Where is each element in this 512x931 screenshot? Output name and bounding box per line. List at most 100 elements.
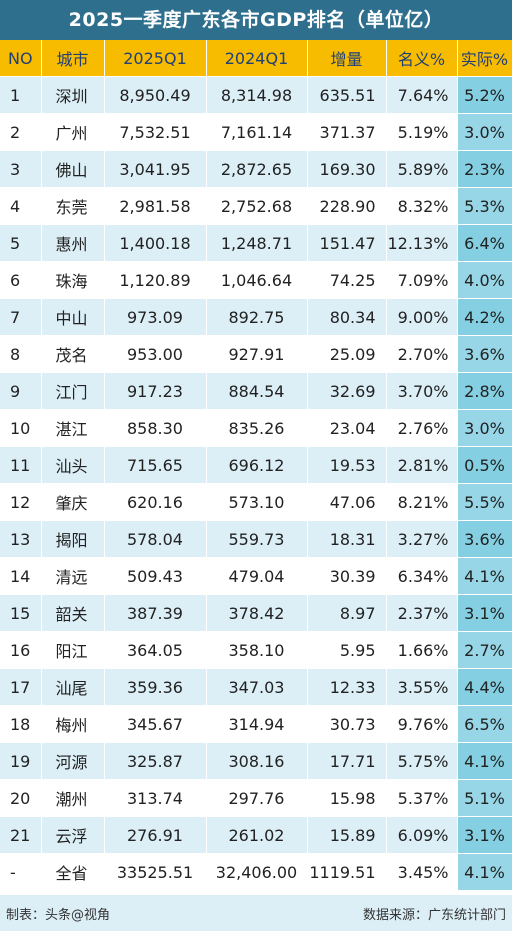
- cell-real-growth: 6.5%: [457, 705, 512, 743]
- table-row: 7 中山 973.09 892.75 80.34 9.00% 4.2%: [0, 298, 512, 336]
- gdp-table: NO 城市 2025Q1 2024Q1 增量 名义% 实际% 1 深圳 8,950.…: [0, 40, 512, 891]
- cell-real-growth: 6.4%: [457, 224, 512, 262]
- header-real-growth: 实际%: [457, 40, 512, 77]
- cell-gdp-2025q1: 917.23: [104, 372, 207, 410]
- cell-city: 阳江: [41, 631, 105, 669]
- cell-gdp-2024q1: 479.04: [206, 557, 308, 595]
- cell-real-growth: 4.2%: [457, 298, 512, 336]
- cell-gdp-2024q1: 32,406.00: [206, 853, 308, 891]
- cell-gdp-2025q1: 578.04: [104, 520, 207, 558]
- cell-real-growth: 5.1%: [457, 779, 512, 817]
- cell-real-growth: 5.3%: [457, 187, 512, 225]
- table-row: 10 湛江 858.30 835.26 23.04 2.76% 3.0%: [0, 409, 512, 447]
- cell-gdp-2024q1: 927.91: [206, 335, 308, 373]
- cell-nominal-growth: 7.64%: [386, 76, 458, 114]
- cell-rank: 5: [0, 224, 42, 262]
- cell-increase: 74.25: [307, 261, 387, 299]
- cell-rank: 18: [0, 705, 42, 743]
- cell-increase: 80.34: [307, 298, 387, 336]
- cell-gdp-2025q1: 620.16: [104, 483, 207, 521]
- cell-city: 汕头: [41, 446, 105, 484]
- header-2024q1: 2024Q1: [206, 40, 308, 77]
- cell-rank: 15: [0, 594, 42, 632]
- cell-increase: 18.31: [307, 520, 387, 558]
- cell-city: 全省: [41, 853, 105, 891]
- cell-gdp-2025q1: 2,981.58: [104, 187, 207, 225]
- cell-rank: 9: [0, 372, 42, 410]
- cell-real-growth: 4.1%: [457, 853, 512, 891]
- cell-rank: 20: [0, 779, 42, 817]
- cell-real-growth: 2.3%: [457, 150, 512, 188]
- cell-real-growth: 3.0%: [457, 409, 512, 447]
- table-body: 1 深圳 8,950.49 8,314.98 635.51 7.64% 5.2% 2 广州 7,5…: [0, 76, 512, 891]
- footer-author: 制表：头条@视角: [6, 907, 111, 923]
- cell-gdp-2024q1: 378.42: [206, 594, 308, 632]
- cell-increase: 635.51: [307, 76, 387, 114]
- cell-rank: 10: [0, 409, 42, 447]
- cell-nominal-growth: 3.45%: [386, 853, 458, 891]
- table-row: 6 珠海 1,120.89 1,046.64 74.25 7.09% 4.0%: [0, 261, 512, 299]
- cell-gdp-2024q1: 347.03: [206, 668, 308, 706]
- cell-real-growth: 4.4%: [457, 668, 512, 706]
- cell-gdp-2024q1: 308.16: [206, 742, 308, 780]
- cell-city: 汕尾: [41, 668, 105, 706]
- cell-gdp-2025q1: 715.65: [104, 446, 207, 484]
- cell-increase: 17.71: [307, 742, 387, 780]
- cell-city: 深圳: [41, 76, 105, 114]
- cell-nominal-growth: 5.37%: [386, 779, 458, 817]
- cell-real-growth: 3.6%: [457, 520, 512, 558]
- cell-gdp-2025q1: 387.39: [104, 594, 207, 632]
- cell-gdp-2025q1: 359.36: [104, 668, 207, 706]
- cell-city: 惠州: [41, 224, 105, 262]
- cell-nominal-growth: 6.09%: [386, 816, 458, 854]
- cell-gdp-2025q1: 3,041.95: [104, 150, 207, 188]
- table-row: 16 阳江 364.05 358.10 5.95 1.66% 2.7%: [0, 631, 512, 669]
- cell-city: 茂名: [41, 335, 105, 373]
- cell-gdp-2024q1: 261.02: [206, 816, 308, 854]
- table-row: 15 韶关 387.39 378.42 8.97 2.37% 3.1%: [0, 594, 512, 632]
- header-no: NO: [0, 40, 42, 77]
- cell-city: 清远: [41, 557, 105, 595]
- cell-nominal-growth: 9.76%: [386, 705, 458, 743]
- cell-gdp-2025q1: 7,532.51: [104, 113, 207, 151]
- table-row: 9 江门 917.23 884.54 32.69 3.70% 2.8%: [0, 372, 512, 410]
- cell-real-growth: 3.0%: [457, 113, 512, 151]
- header-nominal-growth: 名义%: [386, 40, 458, 77]
- cell-nominal-growth: 2.37%: [386, 594, 458, 632]
- cell-rank: 7: [0, 298, 42, 336]
- cell-rank: 21: [0, 816, 42, 854]
- table-row: 3 佛山 3,041.95 2,872.65 169.30 5.89% 2.3%: [0, 150, 512, 188]
- cell-gdp-2025q1: 325.87: [104, 742, 207, 780]
- cell-increase: 47.06: [307, 483, 387, 521]
- cell-rank: 16: [0, 631, 42, 669]
- cell-nominal-growth: 9.00%: [386, 298, 458, 336]
- cell-gdp-2024q1: 1,248.71: [206, 224, 308, 262]
- cell-increase: 5.95: [307, 631, 387, 669]
- cell-increase: 19.53: [307, 446, 387, 484]
- cell-nominal-growth: 3.55%: [386, 668, 458, 706]
- header-increase: 增量: [307, 40, 387, 77]
- cell-rank: 12: [0, 483, 42, 521]
- cell-nominal-growth: 2.81%: [386, 446, 458, 484]
- cell-rank: 11: [0, 446, 42, 484]
- cell-increase: 1119.51: [307, 853, 387, 891]
- cell-rank: 13: [0, 520, 42, 558]
- cell-real-growth: 5.2%: [457, 76, 512, 114]
- table-row: 1 深圳 8,950.49 8,314.98 635.51 7.64% 5.2%: [0, 76, 512, 114]
- cell-city: 珠海: [41, 261, 105, 299]
- table-row: 5 惠州 1,400.18 1,248.71 151.47 12.13% 6.4%: [0, 224, 512, 262]
- cell-increase: 23.04: [307, 409, 387, 447]
- cell-nominal-growth: 8.21%: [386, 483, 458, 521]
- table-row: 12 肇庆 620.16 573.10 47.06 8.21% 5.5%: [0, 483, 512, 521]
- cell-gdp-2025q1: 8,950.49: [104, 76, 207, 114]
- cell-rank: 14: [0, 557, 42, 595]
- cell-real-growth: 3.1%: [457, 816, 512, 854]
- cell-rank: 19: [0, 742, 42, 780]
- cell-increase: 12.33: [307, 668, 387, 706]
- cell-gdp-2025q1: 1,120.89: [104, 261, 207, 299]
- cell-gdp-2025q1: 1,400.18: [104, 224, 207, 262]
- cell-city: 肇庆: [41, 483, 105, 521]
- cell-gdp-2024q1: 358.10: [206, 631, 308, 669]
- cell-gdp-2025q1: 858.30: [104, 409, 207, 447]
